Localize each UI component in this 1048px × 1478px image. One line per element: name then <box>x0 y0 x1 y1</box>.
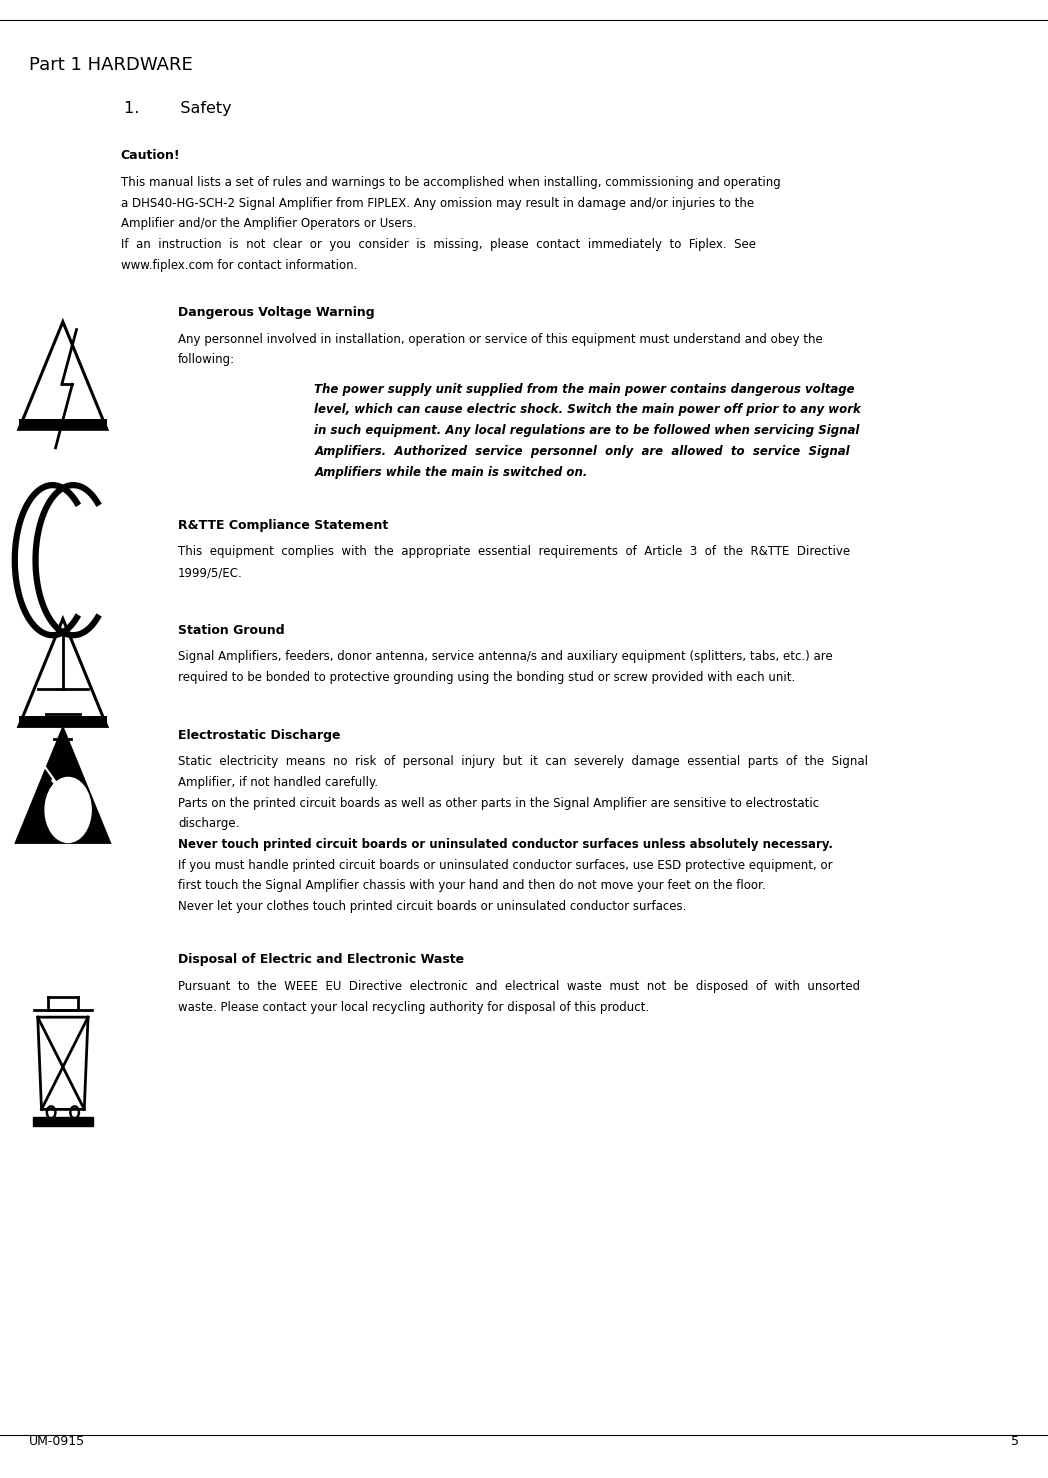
Text: required to be bonded to protective grounding using the bonding stud or screw pr: required to be bonded to protective grou… <box>178 671 795 684</box>
Polygon shape <box>32 1116 93 1126</box>
Text: Amplifiers while the main is switched on.: Amplifiers while the main is switched on… <box>314 466 588 479</box>
Text: 1999/5/EC.: 1999/5/EC. <box>178 566 243 579</box>
Text: This  equipment  complies  with  the  appropriate  essential  requirements  of  : This equipment complies with the appropr… <box>178 545 850 559</box>
Text: R&TTE Compliance Statement: R&TTE Compliance Statement <box>178 519 389 532</box>
Text: a DHS40-HG-SCH-2 Signal Amplifier from FIPLEX. Any omission may result in damage: a DHS40-HG-SCH-2 Signal Amplifier from F… <box>121 197 754 210</box>
Text: 1.        Safety: 1. Safety <box>124 101 232 115</box>
Polygon shape <box>19 418 107 429</box>
Text: following:: following: <box>178 353 236 367</box>
Text: If you must handle printed circuit boards or uninsulated conductor surfaces, use: If you must handle printed circuit board… <box>178 859 833 872</box>
Text: Dangerous Voltage Warning: Dangerous Voltage Warning <box>178 306 375 319</box>
Text: first touch the Signal Amplifier chassis with your hand and then do not move you: first touch the Signal Amplifier chassis… <box>178 879 766 893</box>
Text: waste. Please contact your local recycling authority for disposal of this produc: waste. Please contact your local recycli… <box>178 1001 650 1014</box>
Text: Electrostatic Discharge: Electrostatic Discharge <box>178 729 341 742</box>
Text: in such equipment. Any local regulations are to be followed when servicing Signa: in such equipment. Any local regulations… <box>314 424 859 437</box>
Text: Caution!: Caution! <box>121 149 180 163</box>
Text: Parts on the printed circuit boards as well as other parts in the Signal Amplifi: Parts on the printed circuit boards as w… <box>178 797 820 810</box>
Text: Part 1 HARDWARE: Part 1 HARDWARE <box>29 56 193 74</box>
Text: Amplifier, if not handled carefully.: Amplifier, if not handled carefully. <box>178 776 378 789</box>
Text: Signal Amplifiers, feeders, donor antenna, service antenna/s and auxiliary equip: Signal Amplifiers, feeders, donor antenn… <box>178 650 833 664</box>
Text: Pursuant  to  the  WEEE  EU  Directive  electronic  and  electrical  waste  must: Pursuant to the WEEE EU Directive electr… <box>178 980 860 993</box>
Circle shape <box>45 777 91 842</box>
Text: Any personnel involved in installation, operation or service of this equipment m: Any personnel involved in installation, … <box>178 333 823 346</box>
Text: level, which can cause electric shock. Switch the main power off prior to any wo: level, which can cause electric shock. S… <box>314 403 861 417</box>
Circle shape <box>63 813 80 837</box>
Polygon shape <box>19 715 107 726</box>
Polygon shape <box>16 727 110 842</box>
Text: discharge.: discharge. <box>178 817 240 831</box>
Text: If  an  instruction  is  not  clear  or  you  consider  is  missing,  please  co: If an instruction is not clear or you co… <box>121 238 756 251</box>
Text: Station Ground: Station Ground <box>178 624 285 637</box>
Text: 5: 5 <box>1010 1435 1019 1448</box>
Text: Amplifiers.  Authorized  service  personnel  only  are  allowed  to  service  Si: Amplifiers. Authorized service personnel… <box>314 445 850 458</box>
Text: UM-0915: UM-0915 <box>29 1435 86 1448</box>
Text: Amplifier and/or the Amplifier Operators or Users.: Amplifier and/or the Amplifier Operators… <box>121 217 416 231</box>
Text: Never let your clothes touch printed circuit boards or uninsulated conductor sur: Never let your clothes touch printed cir… <box>178 900 686 913</box>
Text: The power supply unit supplied from the main power contains dangerous voltage: The power supply unit supplied from the … <box>314 383 855 396</box>
Text: Never touch printed circuit boards or uninsulated conductor surfaces unless abso: Never touch printed circuit boards or un… <box>178 838 833 851</box>
Text: This manual lists a set of rules and warnings to be accomplished when installing: This manual lists a set of rules and war… <box>121 176 781 189</box>
Text: Disposal of Electric and Electronic Waste: Disposal of Electric and Electronic Wast… <box>178 953 464 967</box>
Text: www.fiplex.com for contact information.: www.fiplex.com for contact information. <box>121 259 357 272</box>
Text: Static  electricity  means  no  risk  of  personal  injury  but  it  can  severe: Static electricity means no risk of pers… <box>178 755 868 769</box>
